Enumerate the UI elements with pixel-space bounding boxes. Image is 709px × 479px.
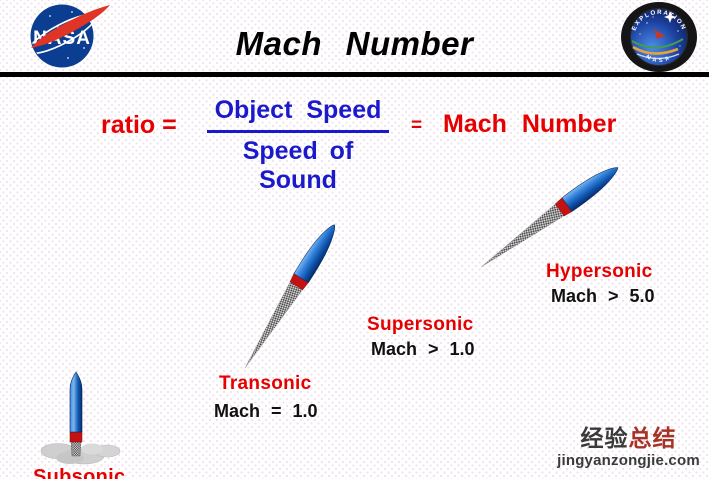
watermark-site-text: jingyanzongjie.com: [557, 452, 700, 469]
mach-value-supersonic: Mach > 1.0: [371, 339, 475, 359]
label-subsonic: Subsonic: [33, 466, 126, 479]
nasa-logo-text: NASA: [33, 28, 91, 49]
rocket-subsonic-icon: [40, 371, 121, 465]
nasa-swoosh: [31, 5, 110, 48]
formula-equals-sign: =: [411, 115, 423, 136]
label-hypersonic: Hypersonic: [546, 261, 653, 282]
mach-value-transonic: Mach = 1.0: [214, 401, 318, 421]
label-supersonic: Supersonic: [367, 314, 474, 335]
watermark-cn-text: 经验总结: [548, 427, 709, 450]
star-icon: [664, 11, 676, 23]
exploration-logo-bottom-text: NASA: [645, 54, 670, 64]
header-divider: [0, 72, 709, 77]
watermark-cn-part2: 总结: [628, 425, 677, 451]
watermark: 经验总结 jingyanzongjie.com: [548, 427, 709, 469]
nasa-meatball-logo: NASA: [28, 4, 110, 68]
smoke-cloud: [40, 443, 121, 465]
formula-ratio-label: ratio =: [101, 111, 177, 139]
page-title: Mach Number: [235, 25, 474, 62]
label-transonic: Transonic: [219, 373, 312, 394]
svg-text:NASA: NASA: [645, 54, 673, 64]
rocket-hypersonic-icon: [481, 167, 619, 268]
rocket-supersonic-icon: [244, 224, 336, 369]
mach-value-hypersonic: Mach > 5.0: [551, 286, 655, 306]
formula-denominator: Speed of Sound: [242, 137, 354, 194]
formula-result: Mach Number: [443, 110, 617, 138]
exploration-vehicle-icon: [654, 29, 665, 39]
formula-fraction: Object Speed Speed of Sound: [200, 96, 396, 195]
watermark-cn-part1: 经验: [580, 425, 629, 451]
formula-numerator: Object Speed: [206, 96, 390, 133]
nasa-exploration-logo: EXPLORATION NASA: [621, 2, 697, 72]
